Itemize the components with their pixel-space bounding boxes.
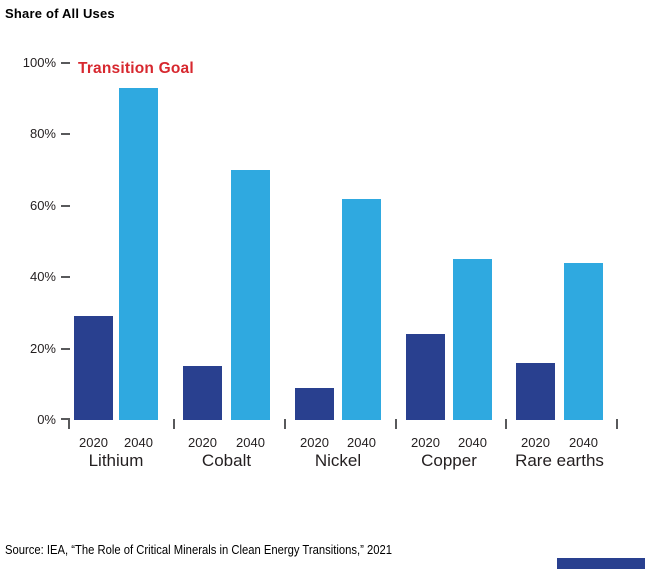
bar-nickel-2040	[342, 198, 381, 420]
y-axis-tick-label: 0%	[37, 412, 56, 427]
bar-cobalt-2040	[231, 170, 270, 420]
x-axis-separator-tick	[283, 419, 286, 429]
year-label-nickel-2040: 2040	[347, 435, 376, 450]
bar-rare-earths-2040	[564, 262, 603, 420]
year-label-copper-2040: 2040	[458, 435, 487, 450]
y-axis-tick-mark	[61, 347, 70, 350]
bar-cobalt-2020	[183, 366, 222, 420]
year-label-lithium-2040: 2040	[124, 435, 153, 450]
year-label-lithium-2020: 2020	[79, 435, 108, 450]
bar-copper-2040	[453, 259, 492, 420]
bar-lithium-2020	[74, 316, 113, 420]
x-axis-separator-tick	[394, 419, 397, 429]
y-axis-tick-label: 40%	[29, 269, 56, 285]
year-label-rare-earths-2040: 2040	[569, 435, 598, 450]
transition-goal-annotation: Transition Goal	[78, 60, 194, 77]
y-axis-tick-mark	[61, 418, 70, 420]
category-label-lithium: Lithium	[88, 451, 144, 470]
y-axis-tick-label: 60%	[29, 197, 56, 213]
x-axis-separator-tick	[172, 419, 175, 429]
year-label-cobalt-2020: 2020	[188, 435, 217, 450]
chart-title: Share of All Uses	[5, 6, 115, 21]
category-label-nickel: Nickel	[314, 451, 362, 470]
bar-lithium-2040	[119, 87, 158, 420]
y-axis-tick-mark	[61, 133, 70, 136]
year-label-nickel-2020: 2020	[300, 435, 329, 450]
footer-strip-decoration	[557, 558, 645, 569]
category-label-cobalt: Cobalt	[201, 451, 252, 470]
category-label-rare-earths: Rare earths	[515, 451, 604, 470]
y-axis-tick-label: 100%	[22, 55, 56, 70]
y-axis-tick-label: 20%	[29, 340, 56, 356]
year-label-rare-earths-2020: 2020	[521, 435, 550, 450]
x-axis-separator-tick	[616, 419, 618, 429]
y-axis-tick-mark	[61, 62, 70, 64]
x-axis-separator-tick	[505, 419, 507, 429]
y-axis-tick-mark	[61, 204, 70, 207]
bar-rare-earths-2020	[516, 362, 555, 420]
category-label-copper: Copper	[421, 451, 477, 470]
year-label-cobalt-2040: 2040	[236, 435, 265, 450]
axis-corner-tick	[68, 418, 70, 429]
bar-copper-2020	[406, 334, 445, 420]
bar-nickel-2020	[295, 387, 334, 420]
plot-area: 0% 20% 40% 60% 80% 100% 2020 2040 Lithium 2020 204…	[22, 55, 618, 470]
source-note: Source: IEA, “The Role of Critical Miner…	[5, 543, 393, 557]
year-label-copper-2020: 2020	[411, 435, 440, 450]
y-axis-tick-label: 80%	[29, 126, 56, 142]
y-axis-tick-mark	[61, 276, 70, 279]
